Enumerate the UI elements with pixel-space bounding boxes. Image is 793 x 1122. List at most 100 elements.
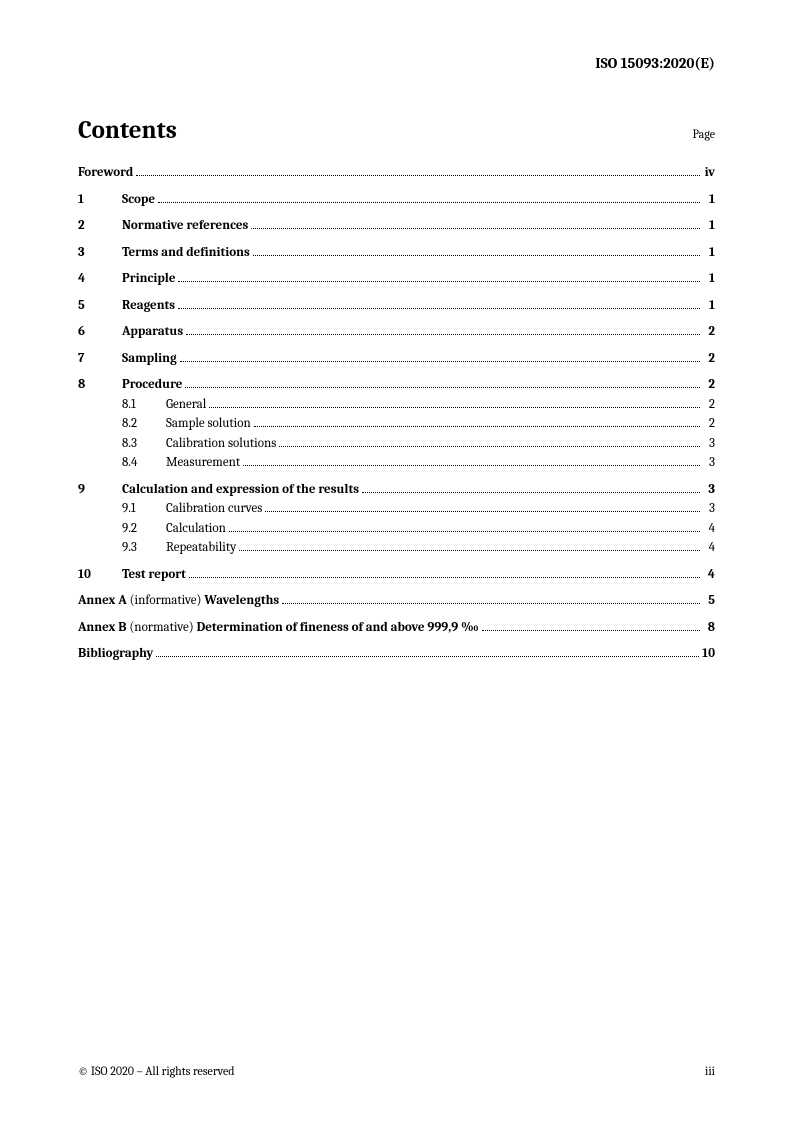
toc-title: Calculation and expression of the result… xyxy=(122,480,359,500)
toc-entry-annex: Annex A (informative) Wavelengths 5 xyxy=(78,591,715,611)
toc-leader xyxy=(178,308,700,309)
toc-subtitle: Calculation xyxy=(166,519,226,539)
toc-leader xyxy=(180,361,700,362)
toc-page: 8 xyxy=(703,618,715,638)
toc-number: 4 xyxy=(78,269,122,289)
toc-title: Bibliography xyxy=(78,644,153,664)
toc-entry-foreword: Foreword iv xyxy=(78,163,715,183)
toc-subentry: 9.1Calibration curves 3 xyxy=(78,499,715,519)
toc-subnumber: 9.3 xyxy=(122,538,166,558)
toc-entry: 4Principle 1 xyxy=(78,269,715,289)
toc-page: 3 xyxy=(703,499,715,519)
toc-leader xyxy=(251,228,700,229)
toc-leader xyxy=(243,465,700,466)
toc-page: 2 xyxy=(703,395,715,415)
toc-page: 2 xyxy=(703,322,715,342)
toc-leader xyxy=(229,531,700,532)
toc-subtitle: Calibration solutions xyxy=(166,434,276,454)
page-footer: © ISO 2020 – All rights reserved iii xyxy=(78,1064,715,1078)
page-column-label: Page xyxy=(693,127,715,141)
toc-entry: 2Normative references 1 xyxy=(78,216,715,236)
toc-page: 1 xyxy=(703,190,715,210)
toc-title: Foreword xyxy=(78,163,133,183)
toc-entry-bibliography: Bibliography 10 xyxy=(78,644,715,664)
toc-subtitle: Measurement xyxy=(166,453,240,473)
toc-page: 3 xyxy=(703,480,715,500)
toc-subnumber: 8.1 xyxy=(122,395,166,415)
toc-leader xyxy=(254,426,700,427)
toc-subentry: 8.1General 2 xyxy=(78,395,715,415)
toc-subnumber: 8.4 xyxy=(122,453,166,473)
footer-page-number: iii xyxy=(705,1064,715,1078)
toc-entry: 10Test report4 xyxy=(78,565,715,585)
toc-number: 2 xyxy=(78,216,122,236)
toc-subentry: 9.3Repeatability 4 xyxy=(78,538,715,558)
toc-page: 2 xyxy=(703,375,715,395)
toc-leader xyxy=(282,603,700,604)
toc-subnumber: 9.2 xyxy=(122,519,166,539)
toc-page: 10 xyxy=(702,644,715,664)
toc-page: 3 xyxy=(703,434,715,454)
toc-page: 1 xyxy=(703,296,715,316)
toc-number: 5 xyxy=(78,296,122,316)
toc-page: 2 xyxy=(703,349,715,369)
toc-leader xyxy=(362,492,700,493)
toc-annex-title: Annex B (normative) Determination of fin… xyxy=(78,618,479,638)
toc-leader xyxy=(189,577,700,578)
toc-subtitle: Sample solution xyxy=(166,414,251,434)
table-of-contents: Foreword iv 1Scope12Normative references… xyxy=(78,163,715,664)
toc-page: 4 xyxy=(703,565,715,585)
toc-page: 2 xyxy=(703,414,715,434)
footer-copyright: © ISO 2020 – All rights reserved xyxy=(78,1064,235,1078)
toc-leader xyxy=(253,255,700,256)
toc-annex-title: Annex A (informative) Wavelengths xyxy=(78,591,279,611)
toc-page: 3 xyxy=(703,453,715,473)
toc-number: 6 xyxy=(78,322,122,342)
toc-page: 1 xyxy=(703,269,715,289)
toc-page: 1 xyxy=(703,216,715,236)
toc-subtitle: Calibration curves xyxy=(166,499,262,519)
toc-entry: 3Terms and definitions1 xyxy=(78,243,715,263)
toc-leader xyxy=(178,281,700,282)
toc-entry-annex: Annex B (normative) Determination of fin… xyxy=(78,618,715,638)
toc-title: Sampling xyxy=(122,349,177,369)
toc-number: 7 xyxy=(78,349,122,369)
toc-entry: 8Procedure 2 xyxy=(78,375,715,395)
toc-subentry: 8.2Sample solution 2 xyxy=(78,414,715,434)
toc-subentry: 9.2Calculation 4 xyxy=(78,519,715,539)
toc-number: 8 xyxy=(78,375,122,395)
toc-entry: 7Sampling 2 xyxy=(78,349,715,369)
toc-subnumber: 9.1 xyxy=(122,499,166,519)
toc-subentry: 8.3Calibration solutions 3 xyxy=(78,434,715,454)
toc-page: 4 xyxy=(703,519,715,539)
toc-leader xyxy=(482,630,700,631)
toc-title: Normative references xyxy=(122,216,248,236)
toc-leader xyxy=(156,656,699,657)
document-header: ISO 15093:2020(E) xyxy=(78,54,715,72)
toc-title: Reagents xyxy=(122,296,175,316)
toc-title: Procedure xyxy=(122,375,182,395)
toc-number: 10 xyxy=(78,565,122,585)
toc-leader xyxy=(209,407,700,408)
toc-entry: 9Calculation and expression of the resul… xyxy=(78,480,715,500)
toc-number: 9 xyxy=(78,480,122,500)
toc-title: Apparatus xyxy=(122,322,183,342)
toc-leader xyxy=(279,446,700,447)
toc-page: 1 xyxy=(703,243,715,263)
toc-subtitle: Repeatability xyxy=(166,538,236,558)
toc-leader xyxy=(158,202,700,203)
toc-leader xyxy=(265,511,700,512)
toc-leader xyxy=(186,334,700,335)
toc-page: 5 xyxy=(703,591,715,611)
toc-subnumber: 8.2 xyxy=(122,414,166,434)
toc-leader xyxy=(185,387,700,388)
toc-page: 4 xyxy=(703,538,715,558)
toc-number: 3 xyxy=(78,243,122,263)
toc-subnumber: 8.3 xyxy=(122,434,166,454)
toc-page: iv xyxy=(703,163,715,183)
toc-title: Scope xyxy=(122,190,155,210)
toc-entry: 5Reagents 1 xyxy=(78,296,715,316)
toc-title: Principle xyxy=(122,269,175,289)
toc-entry: 6Apparatus 2 xyxy=(78,322,715,342)
toc-subtitle: General xyxy=(166,395,206,415)
